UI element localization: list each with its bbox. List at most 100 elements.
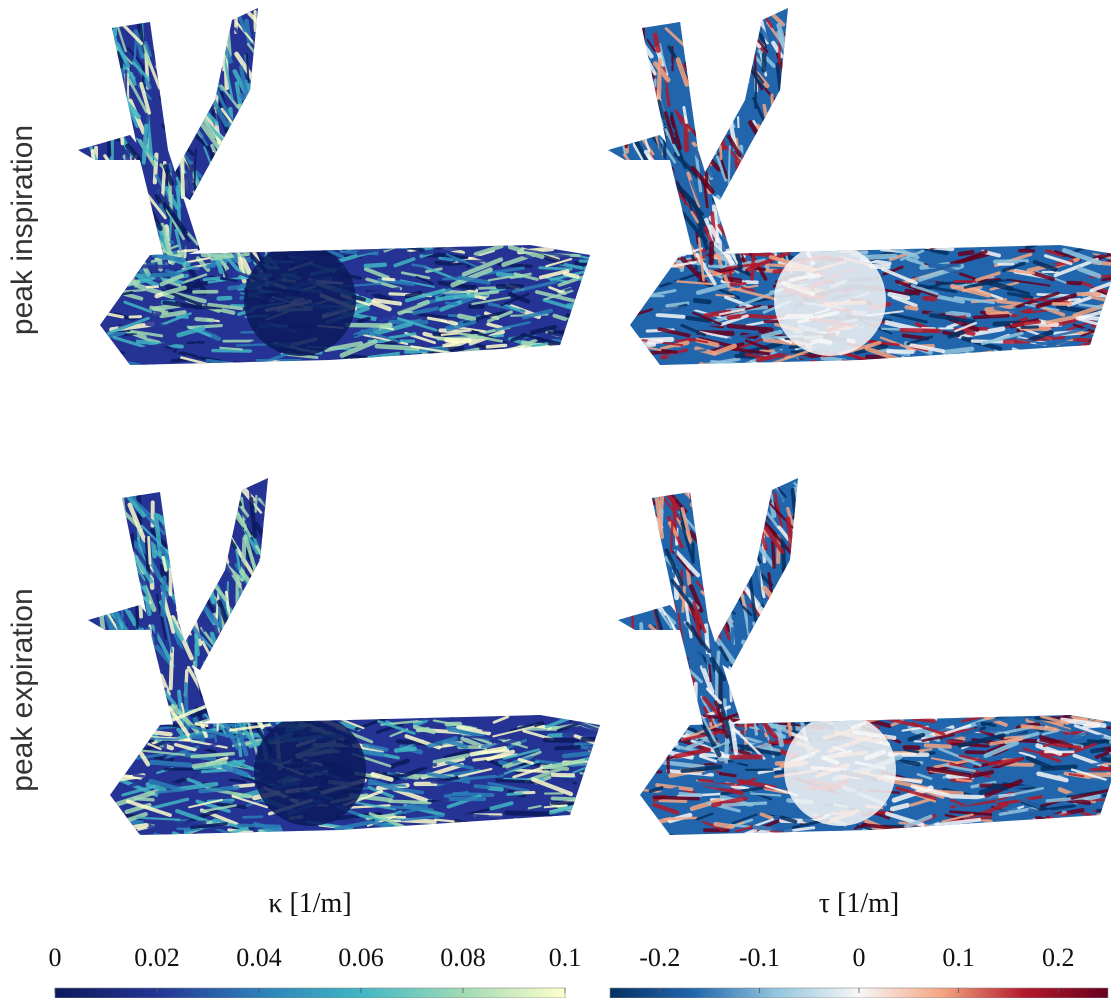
colorbar (55, 988, 565, 998)
streak (769, 206, 792, 242)
streak (122, 174, 136, 201)
streak (710, 113, 729, 145)
streak (268, 617, 270, 645)
streak (671, 636, 678, 655)
streak (237, 597, 240, 635)
streak (723, 195, 724, 212)
streak (130, 157, 139, 193)
streak (249, 605, 266, 629)
streak (628, 87, 635, 130)
streak (228, 240, 235, 248)
streak (181, 24, 185, 39)
streak (190, 519, 196, 549)
streak (707, 575, 714, 608)
streak (600, 738, 635, 750)
streak (524, 354, 541, 357)
streak (653, 663, 659, 682)
streak (664, 241, 674, 263)
streak (186, 283, 207, 285)
streak (636, 58, 643, 77)
streak (218, 525, 228, 562)
streak (930, 833, 962, 842)
streak (156, 615, 157, 644)
streak (206, 551, 219, 563)
streak (633, 168, 649, 208)
streak (258, 571, 286, 605)
streak (736, 532, 751, 561)
streak (791, 44, 794, 87)
streak (632, 494, 635, 519)
streak (184, 87, 188, 97)
streak (240, 247, 279, 250)
streak (907, 307, 917, 308)
streak (196, 41, 208, 61)
streak (654, 238, 662, 257)
streak (559, 338, 571, 339)
streak (257, 573, 263, 616)
streak (926, 745, 950, 746)
streak (957, 780, 972, 782)
streak (223, 203, 240, 226)
streak (265, 204, 273, 212)
streak (772, 677, 789, 698)
streak (251, 194, 252, 216)
streak (720, 774, 735, 776)
streak (106, 113, 120, 128)
streak (862, 256, 895, 258)
streak (712, 514, 718, 555)
streak (382, 834, 412, 841)
streak (789, 607, 794, 619)
streak (190, 563, 193, 607)
streak (716, 550, 731, 582)
streak (702, 99, 703, 117)
streak (658, 315, 684, 317)
streak (702, 755, 731, 757)
streak (791, 641, 808, 682)
streak (203, 213, 227, 247)
streak (432, 782, 454, 784)
streak (276, 588, 300, 623)
streak (94, 186, 111, 226)
streak (795, 66, 803, 78)
streak (744, 224, 754, 237)
streak (154, 683, 164, 722)
streak (1075, 340, 1111, 341)
streak (1079, 351, 1093, 352)
streak (588, 333, 604, 338)
streak (162, 36, 165, 54)
streak (349, 360, 379, 364)
streak (212, 163, 215, 188)
streak (214, 176, 221, 202)
streak (734, 516, 741, 542)
streak (749, 657, 770, 683)
streak (170, 528, 191, 562)
streak (212, 146, 228, 185)
streak (787, 109, 800, 124)
streak (103, 657, 126, 683)
streak (723, 803, 766, 805)
streak (478, 816, 505, 817)
streak (145, 675, 163, 701)
streak (626, 114, 628, 147)
streak (699, 780, 712, 781)
streak (167, 81, 178, 107)
streak (261, 23, 263, 35)
streak (106, 585, 112, 617)
streak (648, 86, 649, 105)
streak (260, 580, 263, 603)
streak (383, 279, 394, 280)
streak (274, 671, 290, 694)
streak (212, 523, 217, 533)
streak (114, 260, 119, 275)
streak (104, 252, 147, 253)
streak (577, 363, 593, 367)
streak (741, 197, 752, 210)
streak (728, 35, 741, 77)
streak (1096, 354, 1108, 356)
streak (168, 109, 169, 132)
streak (761, 608, 776, 624)
streak (780, 615, 795, 654)
streak (573, 317, 612, 320)
streak (1102, 341, 1111, 348)
streak (765, 631, 777, 651)
